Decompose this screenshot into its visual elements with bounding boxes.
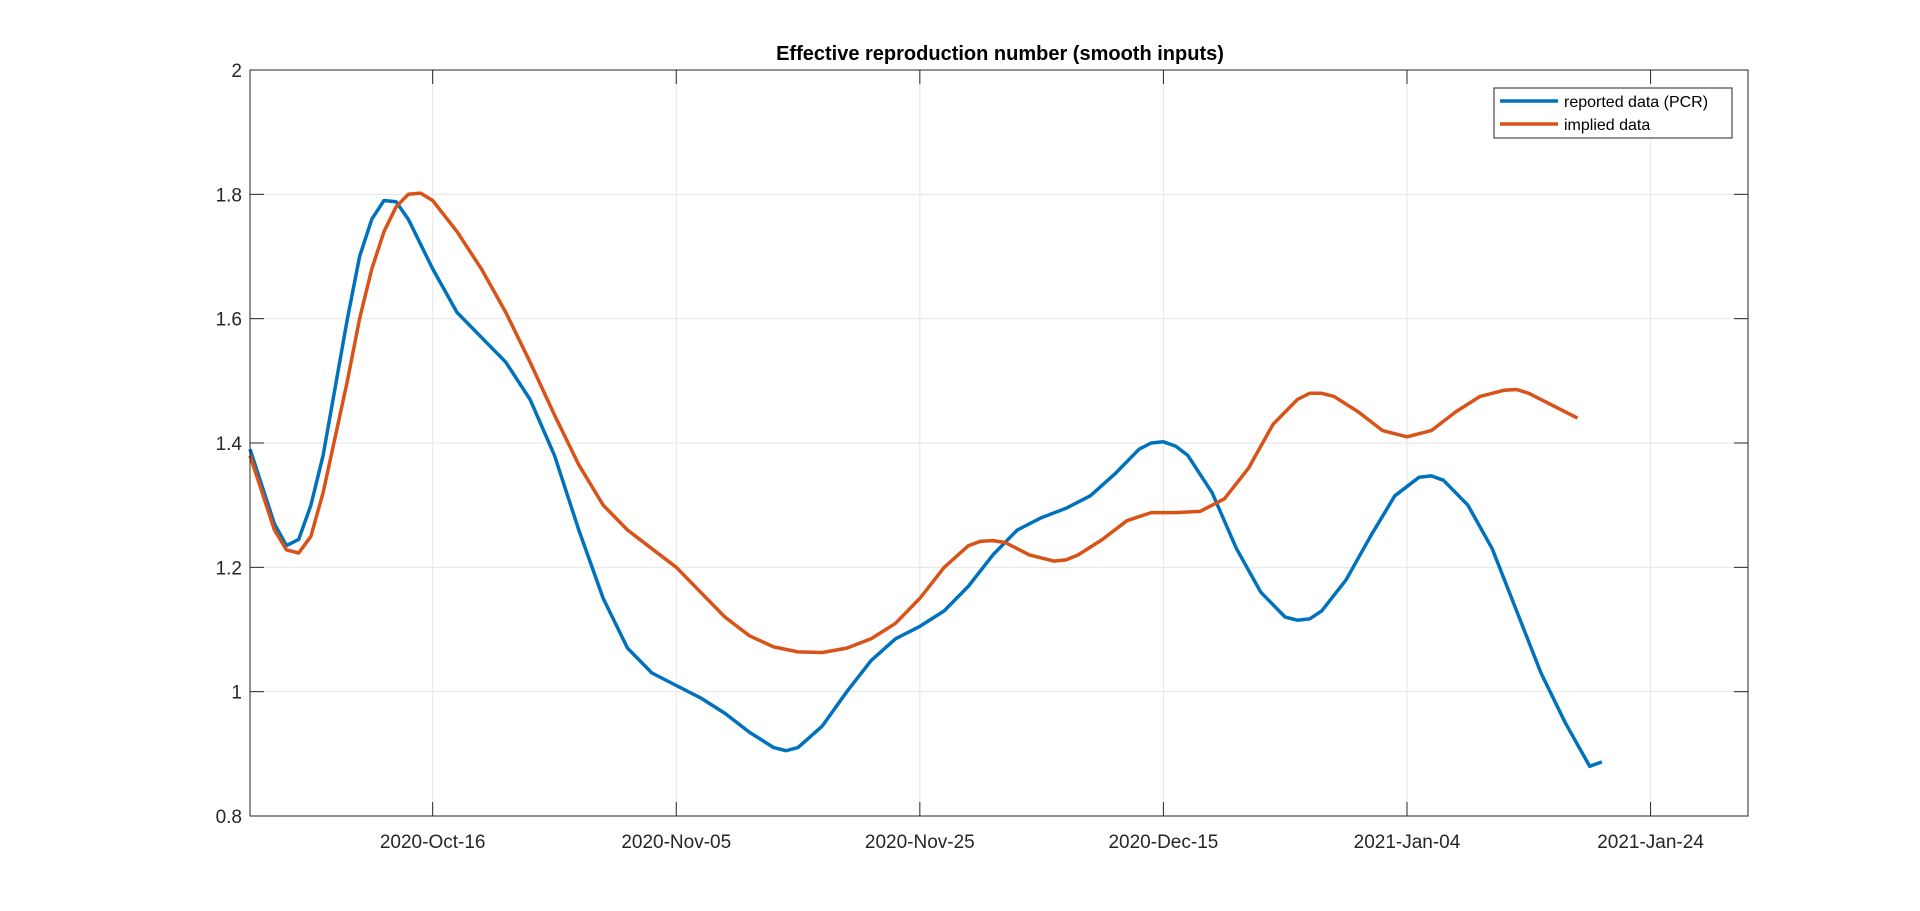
y-tick-label: 1.6 [216, 310, 242, 331]
legend-label-reported: reported data (PCR) [1564, 94, 1708, 111]
y-tick-label: 1.2 [216, 558, 242, 579]
x-tick-label: 2021-Jan-04 [1354, 832, 1461, 853]
y-tick-labels: 0.8 1 1.2 1.4 1.6 1.8 2 [216, 61, 243, 828]
x-tick-labels: 2020-Oct-16 2020-Nov-05 2020-Nov-25 2020-De… [380, 832, 1704, 853]
grid-lines [250, 70, 1748, 816]
axis-ticks [250, 69, 1748, 817]
x-tick-label: 2020-Dec-15 [1108, 832, 1218, 853]
legend-box [1493, 87, 1733, 139]
x-tick-label: 2021-Jan-24 [1597, 832, 1704, 853]
x-tick-label: 2020-Nov-05 [621, 832, 731, 853]
y-tick-label: 1 [231, 683, 242, 704]
y-tick-label: 2 [231, 61, 242, 82]
series-lines [248, 191, 1603, 769]
x-tick-label: 2020-Nov-25 [865, 832, 975, 853]
legend-label-implied: implied data [1564, 117, 1650, 134]
y-tick-label: 1.8 [216, 185, 242, 206]
series-line-reported [248, 198, 1603, 769]
legend: reported data (PCR) implied data [1493, 87, 1733, 139]
y-tick-label: 0.8 [216, 807, 242, 828]
x-tick-label: 2020-Oct-16 [380, 832, 486, 853]
chart-title: Effective reproduction number (smooth in… [776, 43, 1224, 65]
y-tick-label: 1.4 [216, 434, 243, 455]
series-line-implied [248, 191, 1579, 655]
